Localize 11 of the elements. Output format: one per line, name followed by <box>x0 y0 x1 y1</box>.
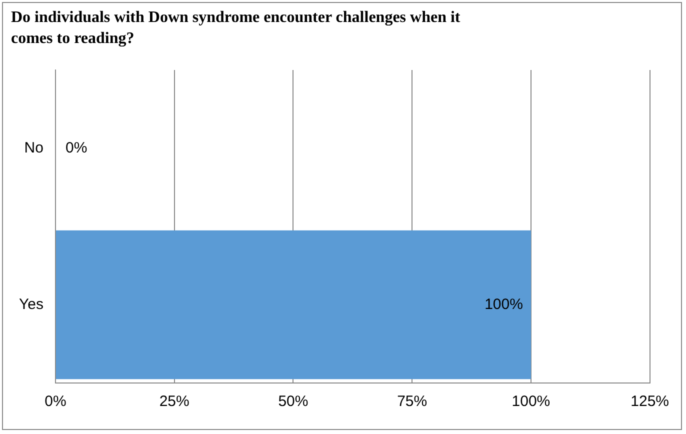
data-label: 0% <box>65 139 88 156</box>
chart-title: Do individuals with Down syndrome encounter challenges when it comes to reading? <box>11 8 462 49</box>
x-tick-label: 0% <box>44 393 66 410</box>
x-tick-label: 25% <box>159 393 190 410</box>
x-tick-label: 75% <box>397 393 428 410</box>
x-tick-label: 125% <box>630 393 670 410</box>
y-tick-label: Yes <box>18 296 44 313</box>
x-tick-label: 100% <box>512 393 550 410</box>
data-label: 100% <box>484 296 523 313</box>
y-tick-label: No <box>24 139 44 156</box>
x-tick-label: 50% <box>278 393 308 410</box>
